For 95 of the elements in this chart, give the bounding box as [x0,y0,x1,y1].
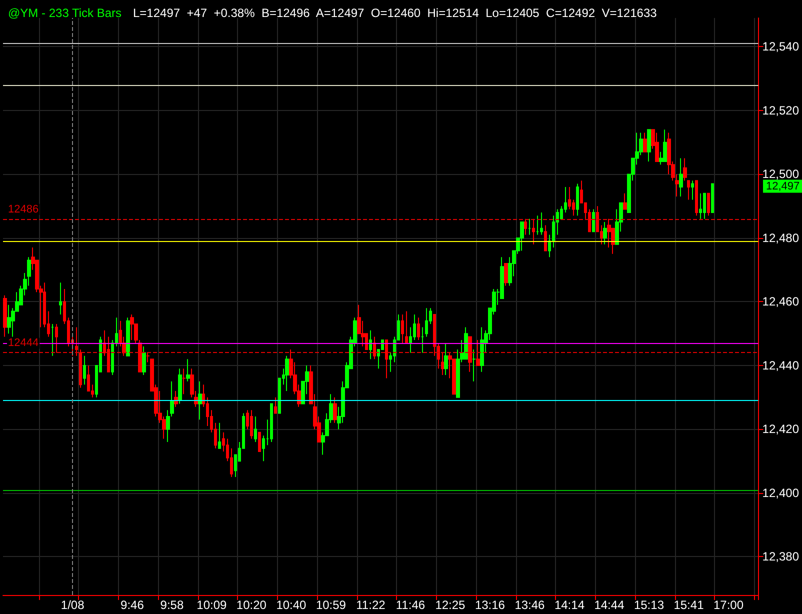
x-tick-label: 11:22 [356,598,386,612]
chart-title: @YM - 233 Tick Bars [8,6,122,20]
y-tick-label: 12,380 [762,550,800,564]
x-tick-label: 14:44 [594,598,625,612]
candlestick [520,222,524,252]
x-tick-label: 10:09 [196,598,228,612]
candlestick [182,368,186,395]
candlestick [691,180,694,200]
x-tick-label: 17:00 [713,598,744,612]
candlestick [373,336,376,360]
candlestick [146,352,150,363]
ref-line-label: 12444 [8,337,39,350]
x-tick-label: 13:46 [514,598,546,612]
x-tick-label: 14:14 [554,598,585,612]
x-tick-label: 15:13 [634,598,664,612]
x-tick-label: 9:58 [160,598,184,612]
candlestick [83,355,86,386]
candlestick [480,326,484,372]
candlestick [198,380,202,420]
candlestick [711,183,714,213]
candlestick [75,326,78,356]
candlestick [472,349,476,382]
candlestick [663,129,667,162]
ref-line-label: 12486 [8,203,39,216]
chart-subtitle: L=12497 +47 +0.38% B=12496 A=12497 O=12460 Hi=12514 Lo=12405 C=12492 V=121633 [133,6,658,20]
candlestick [7,304,11,334]
x-tick-label: 15:41 [674,598,704,612]
candlestick [369,330,372,360]
x-tick-label: 10:59 [316,598,346,612]
candlestick [333,396,337,424]
y-tick-label: 12,520 [762,103,800,118]
candlestick [417,317,420,340]
candlestick [51,324,54,356]
candlestick [536,215,539,236]
x-tick-label: 13:16 [474,598,506,612]
y-tick-label: 12,500 [762,167,800,182]
candlestick [441,352,444,376]
candlestick [576,183,579,216]
candlestick [544,224,547,252]
candlestick [679,158,683,198]
candlestick [655,132,659,162]
candlestick [126,317,130,356]
y-tick-label: 12,420 [762,422,800,436]
candlestick [592,208,595,232]
candlestick [464,326,468,360]
candlestick [258,432,261,452]
y-tick-label: 12,440 [762,358,800,372]
candlestick [707,192,710,216]
candlestick [468,336,472,372]
candlestick [643,132,647,152]
x-tick-label: 9:46 [120,598,144,612]
candlestick [59,282,62,315]
candlestick [385,339,388,379]
candlestick [504,262,508,286]
candlestick [528,218,531,236]
candlestick [186,358,190,382]
candlestick [623,192,627,210]
x-tick-label: 1/08 [60,598,85,612]
candlestick [699,192,702,220]
x-tick-label: 10:20 [236,598,267,612]
candlestick [540,212,543,236]
candlestick [444,342,448,376]
x-tick-label: 12:25 [435,598,466,612]
x-tick-label: 11:46 [396,598,426,612]
candlestick [421,326,424,354]
candlestick [142,346,146,376]
candlestick [250,410,253,440]
y-tick-label: 12,400 [762,486,800,500]
candlestick [532,218,535,245]
candlestick [603,222,607,245]
candlestick [218,422,221,449]
y-tick-label: 12,460 [762,294,800,309]
candlestick [425,308,428,338]
candlestick [683,158,687,182]
candlestick [55,324,58,354]
y-tick-label: 12,540 [762,40,800,54]
candlestick [274,396,277,414]
y-tick-label: 12,480 [762,230,800,245]
candlestick [130,314,134,340]
candlestick [524,218,527,236]
candlestick [270,403,273,442]
candlestick [703,192,706,220]
candlestick [687,180,690,200]
candlestick [695,180,698,216]
candlestick [79,349,82,388]
candlestick [405,310,408,344]
text: 12,497 [766,180,800,192]
candlestick [3,294,7,338]
candlestick [178,368,182,404]
candlestick [647,129,651,162]
candlestick [476,339,480,366]
x-tick-label: 10:40 [276,598,307,612]
candlestick [254,416,257,442]
candlestick [401,314,404,344]
candlestick [285,355,289,392]
